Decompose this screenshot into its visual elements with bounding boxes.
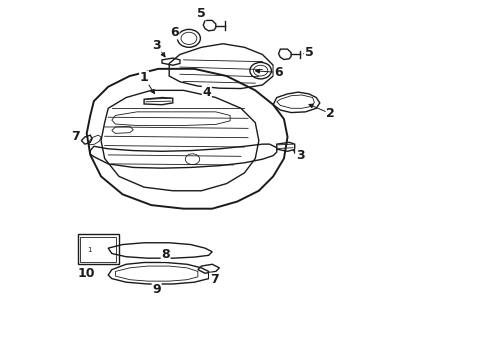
Text: 7: 7 <box>209 273 218 286</box>
Text: 7: 7 <box>71 130 80 144</box>
Bar <box>80 237 116 262</box>
Text: 5: 5 <box>304 46 313 59</box>
Text: 10: 10 <box>78 267 95 280</box>
Text: 2: 2 <box>325 107 334 120</box>
Text: 1: 1 <box>87 247 91 253</box>
Text: 8: 8 <box>161 248 169 261</box>
Text: 3: 3 <box>152 39 161 52</box>
Text: 9: 9 <box>152 283 161 296</box>
Text: 4: 4 <box>202 86 211 99</box>
Text: 1: 1 <box>140 71 148 84</box>
Text: 6: 6 <box>170 26 179 39</box>
Text: 3: 3 <box>295 149 304 162</box>
Bar <box>78 234 119 264</box>
Text: 5: 5 <box>197 7 205 20</box>
Text: 6: 6 <box>274 66 282 79</box>
